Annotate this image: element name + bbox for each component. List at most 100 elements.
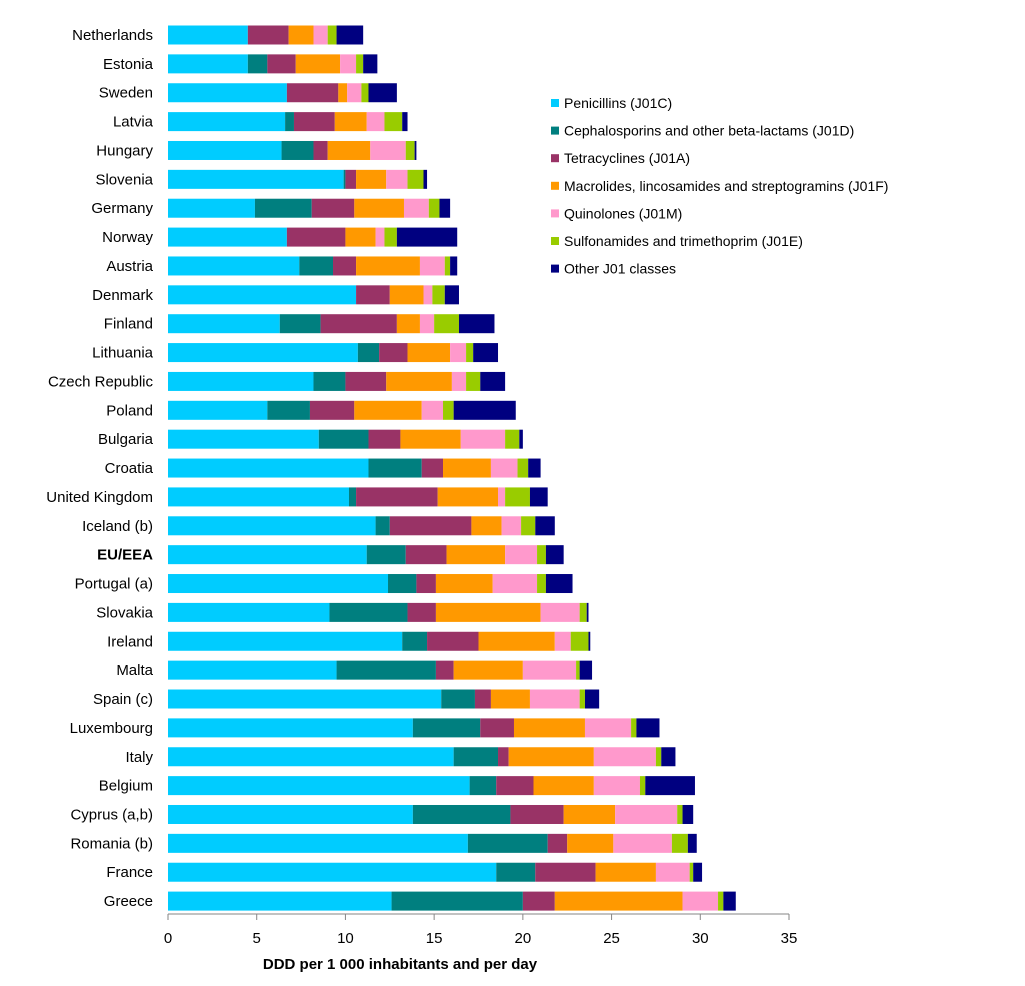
bar-segment-luxembourg-tetracyclines-j01a	[480, 718, 514, 738]
bar-segment-cyprus-a-b-other-j01-classes	[682, 804, 694, 824]
bar-segment-luxembourg-quinolones-j01m	[584, 718, 632, 738]
category-label-ireland: Ireland	[107, 633, 153, 650]
bar-segment-bulgaria-other-j01-classes	[519, 429, 523, 449]
bar-segment-austria-quinolones-j01m	[419, 256, 445, 276]
bar-segment-sweden-penicillins-j01c	[168, 83, 287, 103]
bar-segment-slovenia-sulfonamides-and-trimethoprim-j01e	[407, 169, 424, 189]
bar-segment-germany-macrolides-lincosamides-and-streptogramins-j01f	[354, 198, 404, 218]
bar-segment-estonia-tetracyclines-j01a	[267, 54, 296, 74]
bar-segment-czech-republic-penicillins-j01c	[168, 371, 314, 391]
category-label-greece: Greece	[104, 893, 153, 910]
bar-segment-spain-c-quinolones-j01m	[529, 689, 580, 709]
bar-segment-norway-penicillins-j01c	[168, 227, 287, 247]
bar-segment-slovakia-cephalosporins-and-other-beta-lactams-j01d	[329, 602, 408, 622]
bar-segment-cyprus-a-b-sulfonamides-and-trimethoprim-j01e	[677, 804, 683, 824]
bar-segment-czech-republic-cephalosporins-and-other-beta-lactams-j01d	[313, 371, 346, 391]
bar-segment-finland-tetracyclines-j01a	[320, 314, 397, 334]
bar-segment-croatia-tetracyclines-j01a	[421, 458, 444, 478]
bar-group-lithuania	[168, 343, 499, 363]
bar-segment-latvia-other-j01-classes	[402, 112, 408, 132]
bar-segment-iceland-b-cephalosporins-and-other-beta-lactams-j01d	[375, 516, 390, 536]
bar-segment-finland-macrolides-lincosamides-and-streptogramins-j01f	[396, 314, 420, 334]
bar-segment-slovakia-other-j01-classes	[586, 602, 589, 622]
bar-segment-hungary-cephalosporins-and-other-beta-lactams-j01d	[281, 140, 314, 160]
bar-group-bulgaria	[168, 429, 523, 449]
legend: Penicillins (J01C) Cephalosporins and oth…	[551, 95, 888, 277]
bar-segment-slovakia-penicillins-j01c	[168, 602, 330, 622]
category-label-malta: Malta	[116, 662, 153, 679]
bar-segment-romania-b-tetracyclines-j01a	[547, 833, 568, 853]
category-label-estonia: Estonia	[103, 56, 154, 73]
x-tick-label-0: 0	[164, 930, 172, 947]
bar-segment-malta-cephalosporins-and-other-beta-lactams-j01d	[336, 660, 436, 680]
bar-group-slovakia	[168, 602, 589, 622]
category-label-finland: Finland	[104, 316, 153, 333]
bar-segment-lithuania-penicillins-j01c	[168, 343, 358, 363]
bar-segment-finland-cephalosporins-and-other-beta-lactams-j01d	[279, 314, 321, 334]
bar-segment-slovakia-tetracyclines-j01a	[407, 602, 436, 622]
bar-segment-hungary-tetracyclines-j01a	[313, 140, 328, 160]
bar-segment-belgium-macrolides-lincosamides-and-streptogramins-j01f	[533, 776, 594, 796]
bar-segment-united-kingdom-cephalosporins-and-other-beta-lactams-j01d	[348, 487, 357, 507]
bar-segment-eu-eea-macrolides-lincosamides-and-streptogramins-j01f	[446, 545, 506, 565]
bar-segment-poland-quinolones-j01m	[421, 400, 444, 420]
x-tick-label-20: 20	[515, 930, 532, 947]
bar-segment-sweden-other-j01-classes	[368, 83, 397, 103]
legend-label-other-j01-classes: Other J01 classes	[564, 261, 676, 277]
bar-group-ireland	[168, 631, 591, 651]
bar-segment-portugal-a-penicillins-j01c	[168, 574, 389, 594]
bar-segment-romania-b-cephalosporins-and-other-beta-lactams-j01d	[467, 833, 548, 853]
bar-segment-germany-penicillins-j01c	[168, 198, 255, 218]
bar-segment-slovenia-other-j01-classes	[423, 169, 428, 189]
legend-label-penicillins-j01c: Penicillins (J01C)	[564, 95, 672, 111]
bar-group-estonia	[168, 54, 378, 74]
legend-label-cephalosporins-and-other-beta-lactams-j01d: Cephalosporins and other beta-lactams (J…	[564, 123, 854, 139]
bar-segment-spain-c-macrolides-lincosamides-and-streptogramins-j01f	[490, 689, 530, 709]
bar-segment-estonia-macrolides-lincosamides-and-streptogramins-j01f	[295, 54, 341, 74]
bar-segment-romania-b-macrolides-lincosamides-and-streptogramins-j01f	[567, 833, 614, 853]
bar-group-slovenia	[168, 169, 428, 189]
bar-segment-france-macrolides-lincosamides-and-streptogramins-j01f	[595, 862, 656, 882]
bar-segment-latvia-macrolides-lincosamides-and-streptogramins-j01f	[334, 112, 367, 132]
bar-group-hungary	[168, 140, 417, 160]
bar-segment-ireland-penicillins-j01c	[168, 631, 403, 651]
bar-segment-poland-tetracyclines-j01a	[309, 400, 355, 420]
bar-group-finland	[168, 314, 495, 334]
category-label-czech-republic: Czech Republic	[48, 373, 154, 390]
bar-segment-bulgaria-penicillins-j01c	[168, 429, 319, 449]
bar-segment-hungary-sulfonamides-and-trimethoprim-j01e	[405, 140, 415, 160]
category-label-spain-c: Spain (c)	[93, 691, 153, 708]
bar-segment-cyprus-a-b-macrolides-lincosamides-and-streptogramins-j01f	[563, 804, 616, 824]
bar-segment-norway-tetracyclines-j01a	[286, 227, 346, 247]
legend-label-quinolones-j01m: Quinolones (J01M)	[564, 205, 682, 221]
category-label-france: France	[106, 864, 153, 881]
bar-segment-poland-sulfonamides-and-trimethoprim-j01e	[443, 400, 454, 420]
category-label-cyprus-a-b: Cyprus (a,b)	[70, 806, 153, 823]
bar-segment-belgium-cephalosporins-and-other-beta-lactams-j01d	[469, 776, 497, 796]
bar-segment-greece-macrolides-lincosamides-and-streptogramins-j01f	[554, 891, 683, 911]
bar-segment-italy-penicillins-j01c	[168, 747, 454, 767]
bar-segment-ireland-sulfonamides-and-trimethoprim-j01e	[570, 631, 589, 651]
bar-segment-united-kingdom-quinolones-j01m	[498, 487, 506, 507]
bar-group-spain-c	[168, 689, 600, 709]
bar-group-iceland-b	[168, 516, 555, 536]
bar-segment-luxembourg-cephalosporins-and-other-beta-lactams-j01d	[412, 718, 481, 738]
bar-segment-estonia-sulfonamides-and-trimethoprim-j01e	[356, 54, 364, 74]
legend-swatch-other-j01-classes	[551, 264, 559, 273]
bar-segment-denmark-macrolides-lincosamides-and-streptogramins-j01f	[389, 285, 424, 305]
bar-segment-france-other-j01-classes	[693, 862, 703, 882]
bar-segment-croatia-sulfonamides-and-trimethoprim-j01e	[517, 458, 529, 478]
bar-segment-czech-republic-quinolones-j01m	[451, 371, 467, 391]
bar-segment-sweden-sulfonamides-and-trimethoprim-j01e	[361, 83, 369, 103]
bar-segment-luxembourg-macrolides-lincosamides-and-streptogramins-j01f	[513, 718, 585, 738]
bar-segment-lithuania-sulfonamides-and-trimethoprim-j01e	[466, 343, 474, 363]
bar-segment-germany-tetracyclines-j01a	[311, 198, 355, 218]
bar-segment-germany-other-j01-classes	[439, 198, 451, 218]
bar-segment-united-kingdom-sulfonamides-and-trimethoprim-j01e	[505, 487, 530, 507]
bar-segment-slovenia-quinolones-j01m	[386, 169, 408, 189]
bar-segment-austria-cephalosporins-and-other-beta-lactams-j01d	[299, 256, 334, 276]
bar-segment-slovakia-quinolones-j01m	[540, 602, 580, 622]
bar-segment-belgium-quinolones-j01m	[593, 776, 640, 796]
bar-segment-eu-eea-tetracyclines-j01a	[405, 545, 447, 565]
